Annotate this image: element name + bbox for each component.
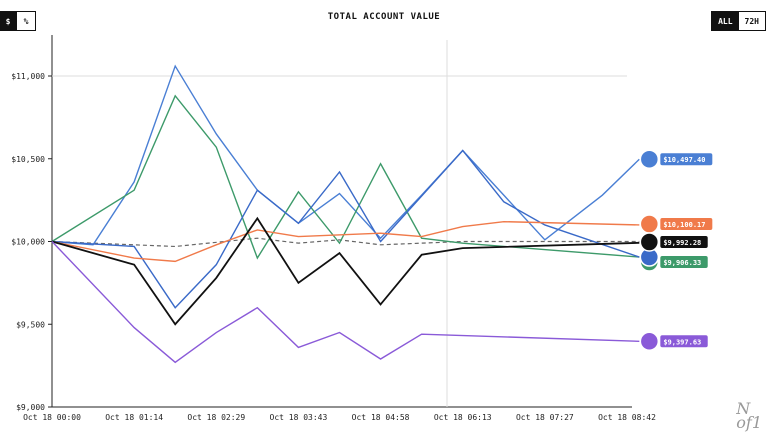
series-end-icon — [639, 232, 660, 252]
x-tick-label: Oct 18 00:00 — [23, 413, 81, 422]
y-tick-label: $10,000 — [11, 238, 45, 247]
series-value-badge — [660, 153, 713, 166]
series-line — [51, 220, 640, 263]
x-tick-label: Oct 18 08:42 — [598, 413, 656, 422]
x-tick-label: Oct 18 06:13 — [434, 413, 492, 422]
series-value-label: $9,992.28 — [663, 239, 701, 247]
dollar-toggle-button[interactable]: $ — [0, 12, 17, 30]
series-line — [51, 94, 640, 260]
x-tick-label: Oct 18 03:43 — [270, 413, 328, 422]
x-tick-label: Oct 18 04:58 — [352, 413, 410, 422]
unit-toggle[interactable]: $ % — [0, 11, 36, 31]
y-tick-label: $9,000 — [16, 403, 45, 412]
range-toggle[interactable]: ALL 72H — [711, 11, 766, 31]
series-value-label: $9,906.33 — [663, 259, 701, 267]
series-line — [51, 64, 640, 246]
series-value-badge — [660, 236, 708, 248]
range-all-button[interactable]: ALL — [712, 12, 739, 30]
y-tick-label: $11,000 — [11, 72, 45, 81]
series-value-badge — [660, 335, 708, 348]
series-value-label: $10,100.17 — [663, 221, 705, 229]
series-end-icon — [639, 149, 660, 169]
series-line — [51, 241, 640, 364]
y-tick-label: $10,500 — [11, 155, 45, 164]
series-value-label: $10,497.40 — [663, 156, 705, 164]
y-tick-label: $9,500 — [16, 320, 45, 329]
series-value-label: $9,397.63 — [663, 338, 701, 346]
x-tick-label: Oct 18 07:27 — [516, 413, 574, 422]
x-tick-label: Oct 18 02:29 — [187, 413, 245, 422]
series-end-icon — [639, 214, 660, 234]
series-line — [51, 216, 640, 326]
percent-toggle-button[interactable]: % — [23, 16, 29, 26]
reference-dashed-line — [51, 237, 640, 248]
series-value-badge — [660, 256, 708, 268]
x-tick-label: Oct 18 01:14 — [105, 413, 163, 422]
series-value-badge — [660, 218, 713, 230]
series-end-icon — [639, 331, 660, 352]
range-72h-button[interactable]: 72H — [744, 16, 759, 26]
chart-title: TOTAL ACCOUNT VALUE — [327, 12, 441, 22]
series-line — [51, 149, 640, 309]
